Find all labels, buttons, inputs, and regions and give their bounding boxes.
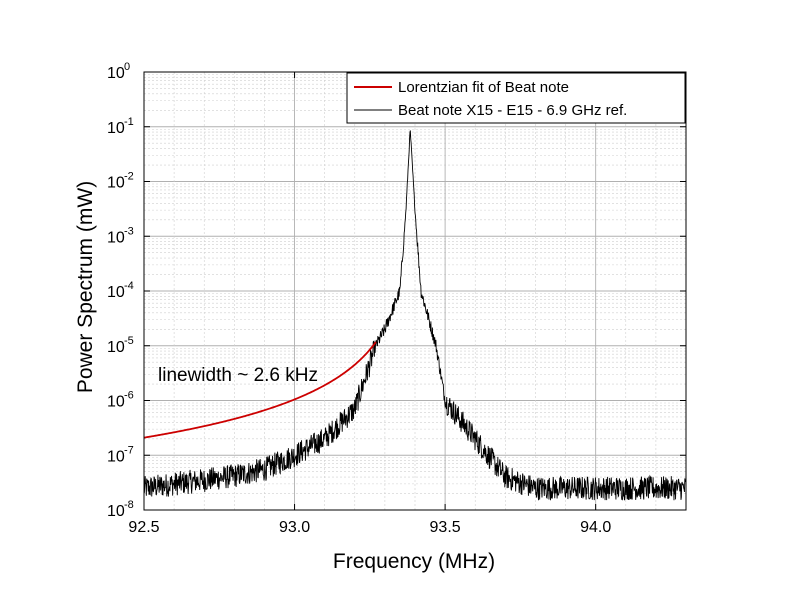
y-tick-exponent: -6 bbox=[124, 390, 134, 402]
x-tick-label: 92.5 bbox=[128, 519, 159, 536]
y-tick-label: 10 -5 bbox=[107, 335, 134, 356]
y-tick-label: 10 -7 bbox=[107, 444, 134, 465]
linewidth-annotation: linewidth ~ 2.6 kHz bbox=[158, 365, 318, 386]
y-tick-base: 10 bbox=[107, 175, 125, 192]
y-tick-base: 10 bbox=[107, 503, 125, 520]
x-tick-label: 93.5 bbox=[430, 519, 461, 536]
y-tick-base: 10 bbox=[107, 394, 125, 411]
y-tick-base: 10 bbox=[107, 339, 125, 356]
series-lorentzian-fit bbox=[144, 341, 377, 439]
y-tick-exponent: -3 bbox=[124, 225, 134, 237]
y-tick-exponent: -7 bbox=[124, 444, 134, 456]
y-tick-exponent: -4 bbox=[124, 280, 134, 292]
legend-label-fit: Lorentzian fit of Beat note bbox=[398, 79, 569, 96]
series-beat-note bbox=[144, 130, 686, 501]
y-tick-label: 10 -1 bbox=[107, 116, 134, 137]
y-axis-label: Power Spectrum (mW) bbox=[74, 181, 97, 393]
x-tick-label: 94.0 bbox=[580, 519, 611, 536]
y-tick-base: 10 bbox=[107, 448, 125, 465]
y-tick-label: 10 0 bbox=[107, 61, 130, 82]
y-tick-base: 10 bbox=[107, 284, 125, 301]
legend-box bbox=[346, 72, 686, 124]
y-tick-label: 10 -8 bbox=[107, 499, 134, 520]
y-tick-base: 10 bbox=[107, 120, 125, 137]
y-tick-base: 10 bbox=[107, 229, 125, 246]
legend-label-beat: Beat note X15 - E15 - 6.9 GHz ref. bbox=[398, 102, 627, 119]
y-tick-exponent: -8 bbox=[124, 499, 134, 511]
legend: Lorentzian fit of Beat note Beat note X1… bbox=[346, 72, 686, 124]
y-tick-base: 10 bbox=[107, 65, 125, 82]
y-tick-label: 10 -6 bbox=[107, 390, 134, 411]
x-tick-label: 93.0 bbox=[279, 519, 310, 536]
y-tick-exponent: 0 bbox=[124, 61, 130, 73]
y-tick-exponent: -2 bbox=[124, 171, 134, 183]
x-tick-labels: 92.5 93.0 93.5 94.0 bbox=[128, 519, 611, 536]
y-tick-exponent: -5 bbox=[124, 335, 134, 347]
y-tick-label: 10 -3 bbox=[107, 225, 134, 246]
y-tick-exponent: -1 bbox=[124, 116, 134, 128]
y-tick-label: 10 -4 bbox=[107, 280, 134, 301]
x-axis-label: Frequency (MHz) bbox=[333, 550, 495, 573]
grid-lines bbox=[144, 71, 686, 511]
y-tick-label: 10 -2 bbox=[107, 171, 134, 192]
